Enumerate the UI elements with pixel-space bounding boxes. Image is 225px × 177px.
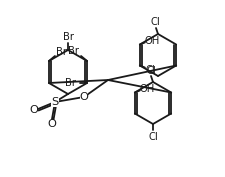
Text: S: S [51,97,59,107]
Text: O: O [47,119,56,129]
Text: Br: Br [56,47,68,57]
Text: O: O [80,92,88,102]
Text: Br: Br [65,78,76,88]
Text: O: O [29,105,38,115]
Text: Cl: Cl [150,17,160,27]
Text: OH: OH [139,84,154,95]
Text: Cl: Cl [148,132,158,142]
Text: Cl: Cl [147,65,157,76]
Text: Br: Br [68,46,79,56]
Text: OH: OH [144,36,160,47]
Text: Br: Br [63,32,74,42]
Text: Cl: Cl [145,65,155,75]
